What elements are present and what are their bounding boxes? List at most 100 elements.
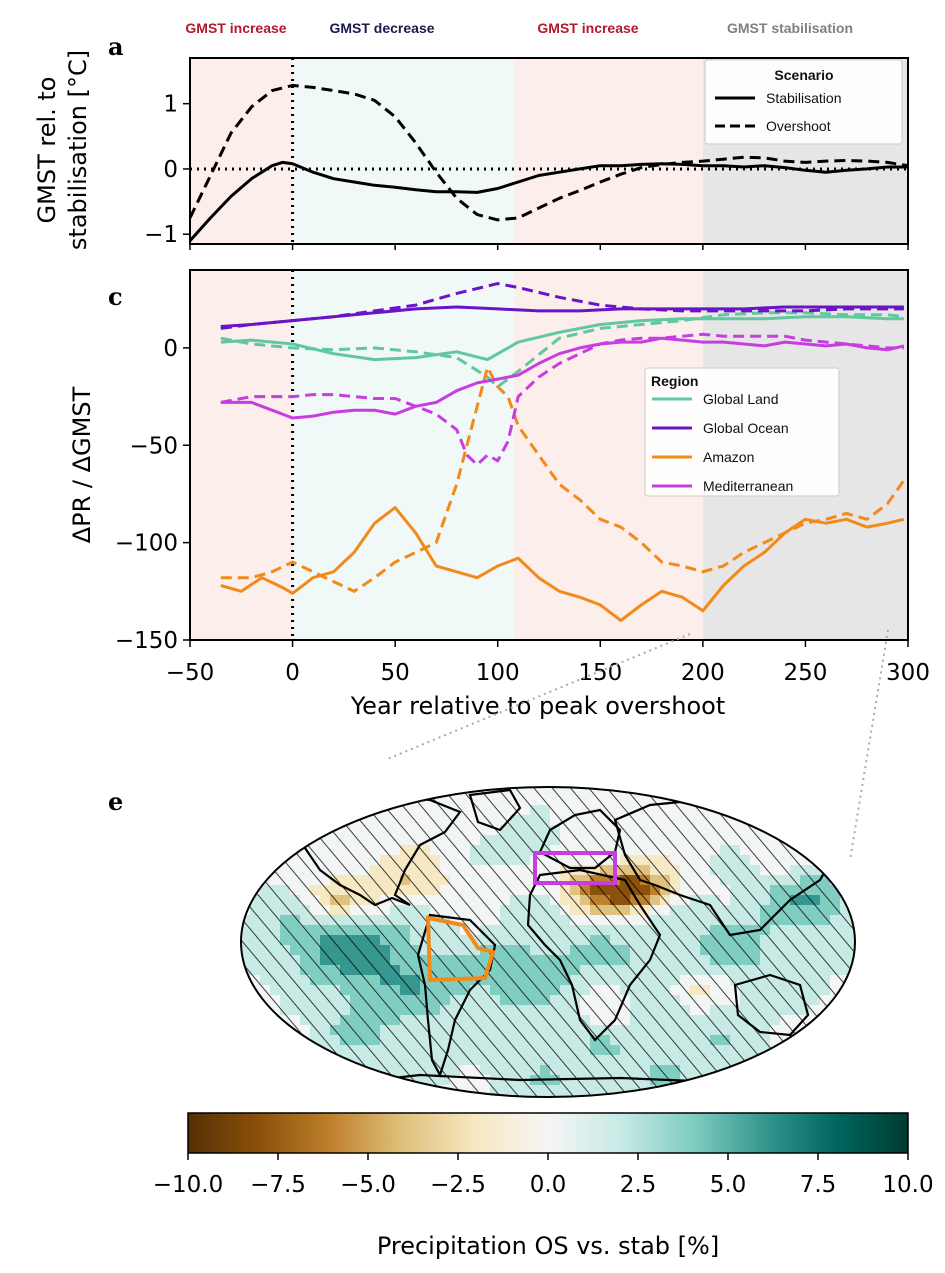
anomaly-cell: [290, 795, 300, 805]
anomaly-cell: [280, 1055, 290, 1065]
anomaly-cell: [390, 1085, 400, 1095]
africa-coast: [526, 868, 662, 1042]
anomaly-cell: [330, 815, 340, 825]
ytick-label: −50: [129, 433, 178, 459]
anomaly-cell: [280, 845, 290, 855]
anomaly-cell: [710, 1085, 720, 1095]
anomaly-cell: [290, 1055, 300, 1065]
anomaly-cell: [770, 1065, 780, 1075]
panel-c-legend-box: [644, 367, 840, 497]
anomaly-cell: [850, 905, 855, 915]
anomaly-cell: [760, 1095, 770, 1097]
anomaly-cell: [280, 1085, 290, 1095]
anomaly-cell: [460, 1095, 470, 1097]
anomaly-cell: [830, 1015, 840, 1025]
anomaly-cell: [850, 895, 855, 905]
anomaly-cell: [340, 795, 350, 805]
anomaly-cell: [370, 1085, 380, 1095]
zoom-connector-right: [849, 629, 889, 861]
panel-a-legend-box: [704, 59, 903, 145]
anomaly-cell: [740, 805, 750, 815]
anomaly-cell: [241, 1025, 250, 1035]
anomaly-cell: [850, 1035, 855, 1045]
mediterranean-region-outline: [533, 851, 617, 885]
legend-label-global-ocean: Global Ocean: [703, 420, 789, 436]
anomaly-cell: [800, 805, 810, 815]
anomaly-cell: [840, 845, 850, 855]
series-mediterranean-overshoot: [220, 332, 904, 467]
a-phase-band: [190, 58, 293, 244]
anomaly-cell: [241, 1045, 250, 1055]
anomaly-cell: [780, 815, 790, 825]
anomaly-cell: [850, 805, 855, 815]
anomaly-cell: [840, 855, 850, 865]
anomaly-cell: [780, 1095, 790, 1097]
anomaly-cell: [420, 1095, 430, 1097]
anomaly-cell: [360, 805, 370, 815]
anomaly-cell: [760, 1075, 770, 1085]
anomaly-cell: [680, 1095, 690, 1097]
anomaly-cell: [810, 1085, 820, 1095]
anomaly-cell: [610, 1095, 620, 1097]
panel-a-yticks: −1 0 1: [144, 92, 190, 248]
anomaly-cell: [310, 1075, 320, 1085]
colorbar-tick-label: 2.5: [620, 1172, 657, 1198]
anomaly-cell: [300, 815, 310, 825]
colorbar: −10.0 −7.5 −5.0 −2.5 0.0 2.5 5.0 7.5 10.0 Precip…: [153, 1112, 934, 1260]
anomaly-cell: [770, 1075, 780, 1085]
anomaly-cell: [720, 1075, 730, 1085]
anomaly-cell: [690, 1095, 700, 1097]
panel-a-frame: [189, 57, 909, 245]
legend-label-overshoot: Overshoot: [766, 118, 831, 134]
panel-a-ylabel-line2: stabilisation [°C]: [64, 50, 92, 250]
anomaly-cell: [380, 1075, 390, 1085]
anomaly-cell: [680, 1085, 690, 1095]
anomaly-cell: [840, 1085, 850, 1095]
anomaly-cell: [770, 1095, 780, 1097]
ytick-label: −150: [115, 628, 178, 654]
anomaly-cell: [290, 1085, 300, 1095]
anomaly-cell: [790, 1075, 800, 1085]
anomaly-cell: [700, 1085, 710, 1095]
anomaly-cell: [780, 1055, 790, 1065]
anomaly-cell: [850, 1015, 855, 1025]
anomaly-cell: [810, 1065, 820, 1075]
anomaly-cell: [270, 1075, 280, 1085]
anomaly-cell: [430, 1095, 440, 1097]
anomaly-cell: [850, 865, 855, 875]
anomaly-cell: [770, 805, 780, 815]
anomaly-cell: [290, 805, 300, 815]
xtick-label: −50: [166, 660, 215, 686]
panel-a-legend: Scenario Stabilisation Overshoot: [704, 59, 903, 145]
anomaly-cell: [800, 1085, 810, 1095]
anomaly-cell: [830, 855, 840, 865]
legend-label-stabilisation: Stabilisation: [766, 90, 842, 106]
anomaly-cell: [850, 1075, 855, 1085]
panel-a-series: [190, 83, 908, 242]
panel-a: −1 0 1 a GMST rel. to stabilisation [°C] S…: [33, 32, 909, 250]
anomaly-cell: [740, 1085, 750, 1095]
anomaly-cell: [710, 1095, 720, 1097]
anomaly-cell: [830, 1025, 840, 1035]
australia-coast: [733, 973, 810, 1037]
map-boundary: [240, 786, 856, 1098]
anomaly-cell: [310, 1045, 320, 1055]
europe-coast: [538, 808, 622, 870]
anomaly-cell: [590, 1095, 600, 1097]
anomaly-cell: [790, 795, 800, 805]
anomaly-cell: [760, 1055, 770, 1065]
anomaly-cell: [330, 805, 340, 815]
zoom-connector-left: [384, 633, 691, 761]
panel-a-ylabel-line1: GMST rel. to: [33, 77, 61, 224]
anomaly-cell: [840, 885, 850, 895]
anomaly-cell: [820, 845, 830, 855]
anomaly-cell: [830, 845, 840, 855]
anomaly-cell: [470, 1095, 480, 1097]
panel-e: e: [108, 786, 856, 1098]
anomaly-cell: [720, 1085, 730, 1095]
anomaly-cell: [340, 1065, 350, 1075]
anomaly-cell: [320, 1075, 330, 1085]
a-phase-band: [514, 58, 703, 244]
series-overshoot-dashed: [190, 83, 908, 222]
